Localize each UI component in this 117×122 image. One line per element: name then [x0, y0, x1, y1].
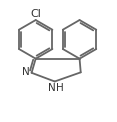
- Text: N: N: [48, 83, 55, 93]
- Text: N: N: [22, 67, 29, 77]
- Text: H: H: [56, 83, 64, 93]
- Text: Cl: Cl: [30, 10, 41, 20]
